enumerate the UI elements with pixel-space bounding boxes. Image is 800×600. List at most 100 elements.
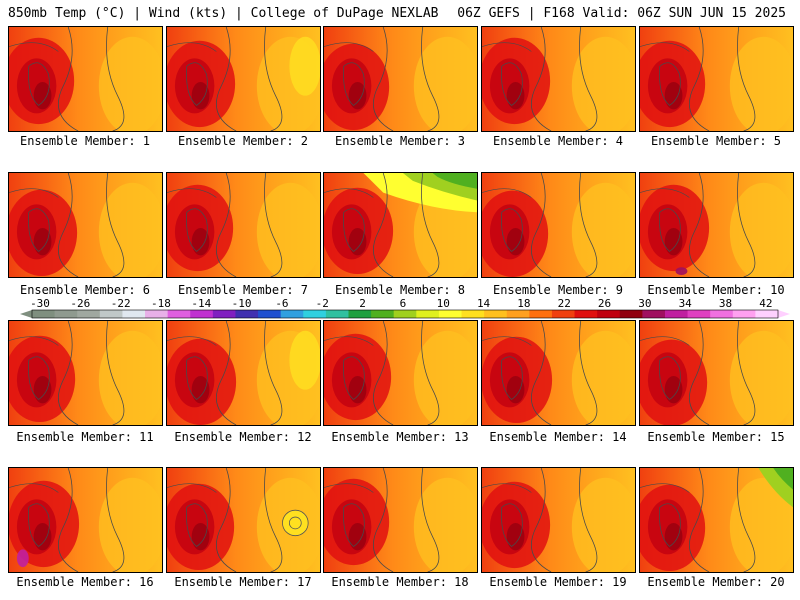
- colorbar-swatch: [687, 310, 711, 318]
- temperature-map: [167, 321, 320, 425]
- colorbar-swatch: [145, 310, 169, 318]
- ensemble-member-label: Ensemble Member: 10: [647, 283, 785, 297]
- temperature-map: [167, 468, 320, 572]
- colorbar-swatch: [664, 310, 689, 318]
- colorbar-tick-label: 2: [359, 297, 366, 310]
- colorbar-tick-label: 34: [679, 297, 693, 310]
- temperature-map: [324, 173, 477, 277]
- temperature-map: [482, 468, 635, 572]
- ensemble-member-panel: [8, 320, 163, 426]
- ensemble-member-label: Ensemble Member: 18: [331, 575, 469, 589]
- ensemble-member-label: Ensemble Member: 6: [19, 283, 151, 297]
- colorbar-swatch: [371, 310, 395, 318]
- colorbar-tick-label: -18: [151, 297, 171, 310]
- ensemble-member-panel: [323, 172, 478, 278]
- colorbar-max-arrow: [778, 310, 790, 318]
- colorbar-tick-label: -2: [316, 297, 329, 310]
- colorbar-swatch: [506, 310, 530, 318]
- colorbar-swatch: [642, 310, 666, 318]
- ensemble-member-label: Ensemble Member: 14: [489, 430, 627, 444]
- colorbar-swatch: [122, 310, 146, 318]
- colorbar-swatch: [484, 310, 508, 318]
- colorbar-tick-label: 14: [477, 297, 491, 310]
- ensemble-member-panel: [166, 172, 321, 278]
- temperature-map: [482, 173, 635, 277]
- ensemble-member-panel: [166, 320, 321, 426]
- ensemble-member-label: Ensemble Member: 13: [331, 430, 469, 444]
- colorbar-swatch: [574, 310, 598, 318]
- ensemble-member-panel: [8, 467, 163, 573]
- ensemble-member-label: Ensemble Member: 12: [174, 430, 312, 444]
- ensemble-member-panel: [639, 172, 794, 278]
- temperature-map: [640, 173, 793, 277]
- colorbar-tick-label: -22: [111, 297, 131, 310]
- colorbar-tick-label: -14: [191, 297, 211, 310]
- colorbar-swatch: [167, 310, 191, 318]
- colorbar-swatch: [710, 310, 734, 318]
- ensemble-member-label: Ensemble Member: 19: [489, 575, 627, 589]
- colorbar-swatch: [597, 310, 621, 318]
- colorbar-tick-label: -10: [232, 297, 252, 310]
- colorbar-tick-label: -30: [30, 297, 50, 310]
- ensemble-member-label: Ensemble Member: 9: [492, 283, 624, 297]
- colorbar-tick-label: 6: [400, 297, 407, 310]
- ensemble-member-label: Ensemble Member: 4: [492, 134, 624, 148]
- colorbar-swatch: [325, 310, 349, 318]
- colorbar-swatch: [32, 310, 56, 318]
- ensemble-member-panel: [481, 320, 636, 426]
- colorbar-swatch: [54, 310, 78, 318]
- ensemble-member-panel: [323, 467, 478, 573]
- colorbar-swatch: [732, 310, 756, 318]
- ensemble-member-label: Ensemble Member: 2: [177, 134, 309, 148]
- colorbar-swatch: [280, 310, 304, 318]
- ensemble-member-label: Ensemble Member: 5: [650, 134, 782, 148]
- colorbar-swatch: [303, 310, 327, 318]
- temperature-map: [640, 468, 793, 572]
- ensemble-member-label: Ensemble Member: 16: [16, 575, 154, 589]
- ensemble-member-label: Ensemble Member: 17: [174, 575, 312, 589]
- temperature-map: [9, 27, 162, 131]
- ensemble-member-label: Ensemble Member: 1: [19, 134, 151, 148]
- temperature-map: [9, 468, 162, 572]
- temperature-map: [324, 321, 477, 425]
- ensemble-member-panel: [323, 26, 478, 132]
- ensemble-member-panel: [166, 26, 321, 132]
- header-title: 850mb Temp (°C) | Wind (kts) | College o…: [8, 6, 439, 21]
- colorbar-swatch: [348, 310, 372, 318]
- ensemble-member-label: Ensemble Member: 8: [334, 283, 466, 297]
- colorbar-tick-label: 30: [638, 297, 651, 310]
- ensemble-member-panel: [639, 26, 794, 132]
- ensemble-member-label: Ensemble Member: 20: [647, 575, 785, 589]
- temperature-map: [640, 27, 793, 131]
- ensemble-member-label: Ensemble Member: 7: [177, 283, 309, 297]
- colorbar-swatch: [258, 310, 282, 318]
- colorbar-tick-label: -6: [275, 297, 288, 310]
- colorbar-swatch: [438, 310, 463, 318]
- header-valid-time: 06Z GEFS | F168 Valid: 06Z SUN JUN 15 20…: [457, 6, 786, 21]
- colorbar-swatch: [619, 310, 643, 318]
- temperature-map: [324, 468, 477, 572]
- temperature-map: [9, 173, 162, 277]
- temperature-map: [482, 27, 635, 131]
- colorbar-swatch: [235, 310, 259, 318]
- colorbar-swatch: [393, 310, 417, 318]
- colorbar-swatch: [529, 310, 553, 318]
- ensemble-member-panel: [481, 467, 636, 573]
- ensemble-member-label: Ensemble Member: 11: [16, 430, 154, 444]
- colorbar-swatch: [755, 310, 779, 318]
- colorbar-min-arrow: [20, 310, 32, 318]
- ensemble-member-panel: [8, 172, 163, 278]
- ensemble-member-label: Ensemble Member: 15: [647, 430, 785, 444]
- colorbar-tick-label: 42: [759, 297, 772, 310]
- temperature-map: [9, 321, 162, 425]
- ensemble-member-panel: [481, 172, 636, 278]
- colorbar-swatch: [416, 310, 440, 318]
- colorbar-swatch: [212, 310, 236, 318]
- colorbar-tick-label: 10: [437, 297, 450, 310]
- ensemble-member-panel: [8, 26, 163, 132]
- colorbar-tick-label: 22: [558, 297, 571, 310]
- ensemble-member-panel: [166, 467, 321, 573]
- colorbar-swatch: [461, 310, 485, 318]
- colorbar-swatch: [77, 310, 101, 318]
- temperature-map: [640, 321, 793, 425]
